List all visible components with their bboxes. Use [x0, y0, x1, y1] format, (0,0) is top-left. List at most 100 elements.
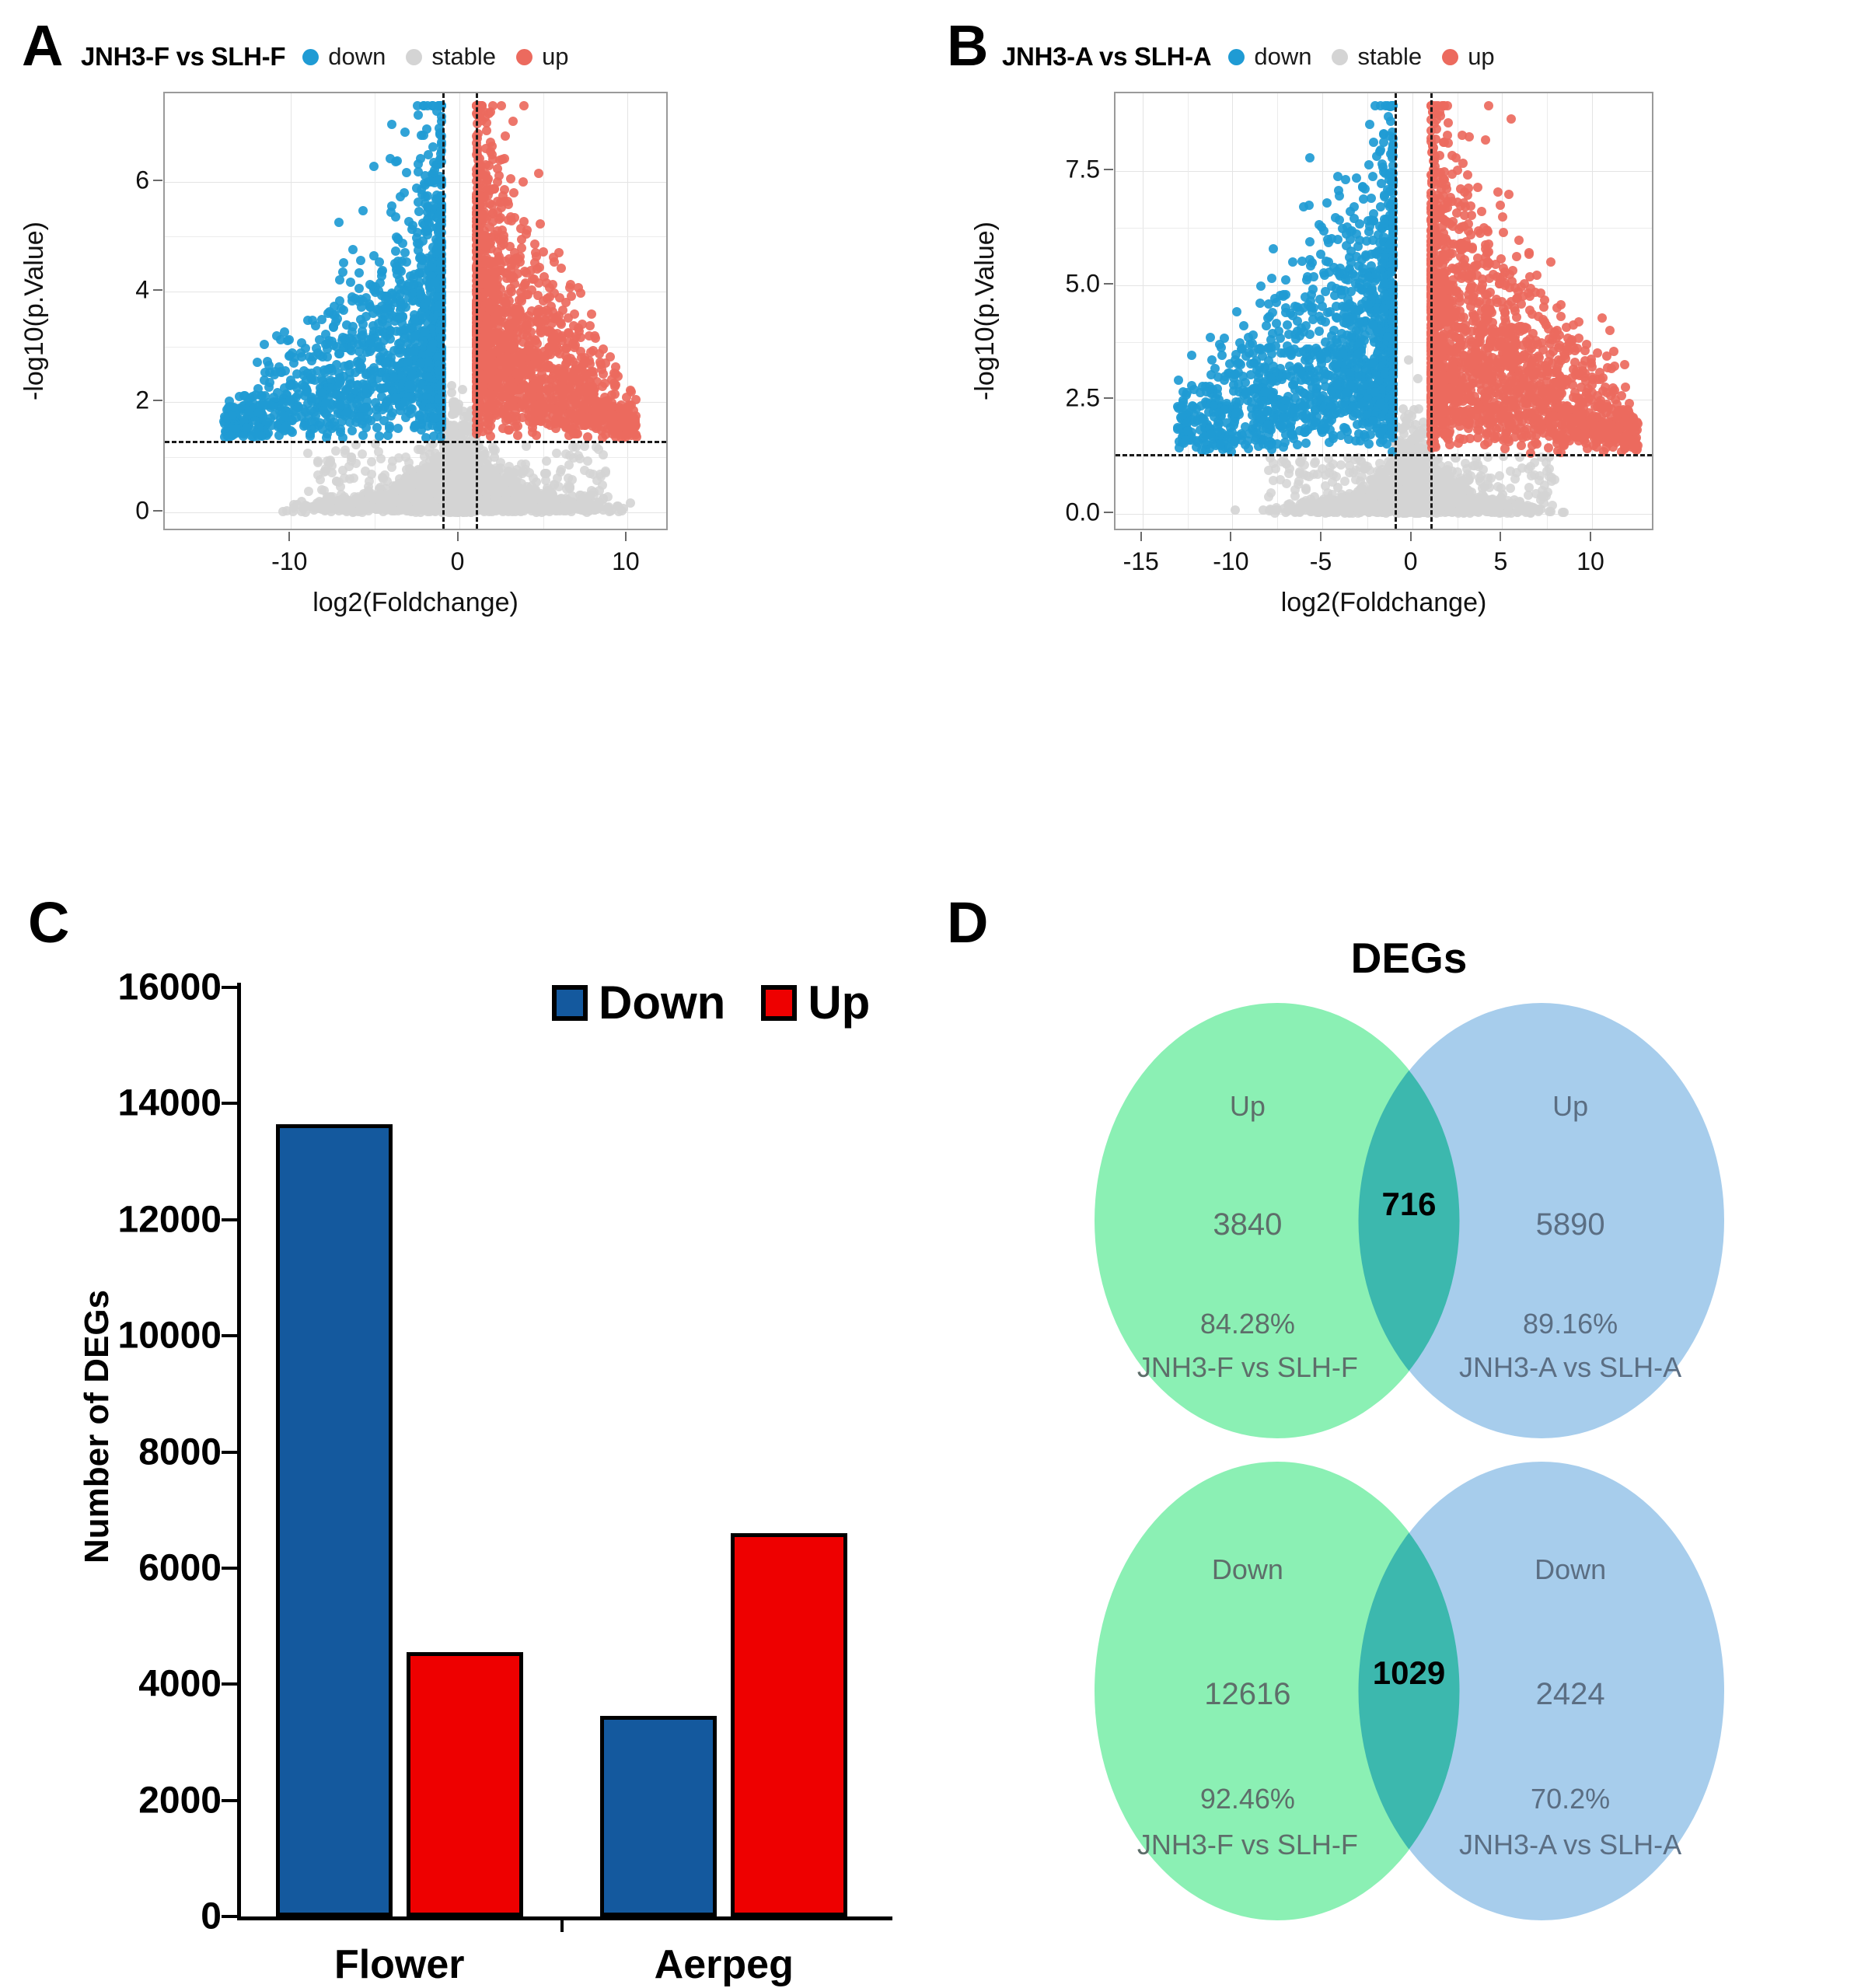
data-point [316, 475, 326, 485]
data-point [369, 162, 379, 172]
data-point [541, 456, 551, 466]
legend-label-stable: stable [431, 43, 497, 70]
panel-a-header: JNH3-F vs SLH-F down stable up [81, 42, 569, 72]
data-point [323, 492, 333, 502]
data-point [338, 258, 348, 268]
down-dot-icon [302, 48, 319, 65]
data-point [581, 507, 592, 517]
data-point [253, 357, 263, 367]
data-point [349, 473, 359, 484]
data-point [501, 506, 511, 516]
data-point [337, 496, 347, 506]
data-point [451, 455, 461, 465]
data-point [393, 424, 403, 434]
legend-item-down: down [302, 43, 386, 71]
data-point [600, 466, 610, 477]
data-point [358, 449, 368, 459]
data-point [355, 295, 365, 305]
data-point [304, 487, 314, 497]
data-point [448, 438, 458, 449]
data-point [354, 268, 365, 278]
data-point [364, 503, 374, 513]
data-point [550, 480, 560, 490]
data-point [259, 340, 269, 350]
data-point [561, 484, 571, 494]
data-point [355, 256, 365, 266]
data-point [322, 456, 332, 466]
legend-label-up: up [542, 43, 569, 70]
data-point [317, 351, 327, 362]
data-point [484, 505, 494, 515]
gridline-horizontal-minor [165, 457, 666, 459]
data-point [613, 501, 623, 511]
data-point [358, 205, 368, 215]
data-point [348, 245, 358, 255]
data-point [491, 445, 501, 456]
data-point [382, 476, 392, 486]
data-point [361, 422, 371, 432]
data-point [347, 425, 357, 435]
data-point [562, 495, 571, 505]
panel-label-a: A [22, 13, 64, 78]
data-point [361, 466, 371, 476]
data-point [492, 494, 502, 504]
data-point [597, 480, 607, 491]
data-point [334, 218, 344, 228]
data-point [409, 270, 419, 280]
data-point [599, 450, 608, 460]
data-point [481, 488, 491, 498]
data-point [319, 368, 330, 378]
data-point [424, 463, 434, 473]
data-point [501, 494, 511, 504]
panel-a-volcano-plot: JNH3-F vs SLH-F down stable up log2(Fold… [19, 31, 902, 902]
data-point [373, 502, 383, 512]
data-point [599, 501, 609, 512]
data-point [365, 476, 375, 486]
data-point [460, 466, 470, 476]
data-point [366, 456, 376, 466]
data-point [415, 485, 424, 495]
data-point [400, 128, 410, 138]
data-point [458, 384, 468, 394]
data-point [500, 484, 510, 494]
data-point [307, 316, 317, 326]
data-point [464, 492, 474, 502]
data-point [353, 497, 363, 507]
gridline-horizontal [165, 402, 666, 404]
data-point [358, 431, 368, 441]
data-point [386, 411, 396, 421]
data-point [284, 335, 294, 345]
data-point [394, 452, 404, 463]
data-point [303, 448, 313, 458]
data-point [329, 322, 339, 332]
data-point [342, 320, 352, 330]
gridline-vertical [627, 93, 628, 529]
data-point [330, 445, 340, 456]
data-point [392, 495, 402, 505]
data-point [313, 457, 323, 467]
data-point [391, 264, 401, 274]
stable-dot-icon [406, 48, 423, 65]
data-point [567, 442, 578, 452]
data-point [414, 159, 424, 169]
data-point [336, 303, 346, 313]
data-point [402, 168, 412, 178]
data-point [422, 201, 432, 211]
data-point [567, 474, 577, 484]
data-point [518, 466, 528, 476]
panel-a-legend: down stable up [302, 43, 569, 71]
data-point [374, 484, 384, 494]
panel-a-plot-area [163, 92, 668, 530]
data-point [400, 247, 410, 257]
data-point [375, 453, 386, 463]
data-point [579, 465, 589, 475]
data-point [377, 271, 387, 281]
data-point [599, 493, 609, 503]
data-point [385, 421, 395, 431]
gridline-vertical [459, 93, 460, 529]
data-point [552, 448, 562, 458]
data-point [574, 453, 585, 463]
legend-item-up: up [516, 43, 569, 71]
gridline-vertical [291, 93, 292, 529]
